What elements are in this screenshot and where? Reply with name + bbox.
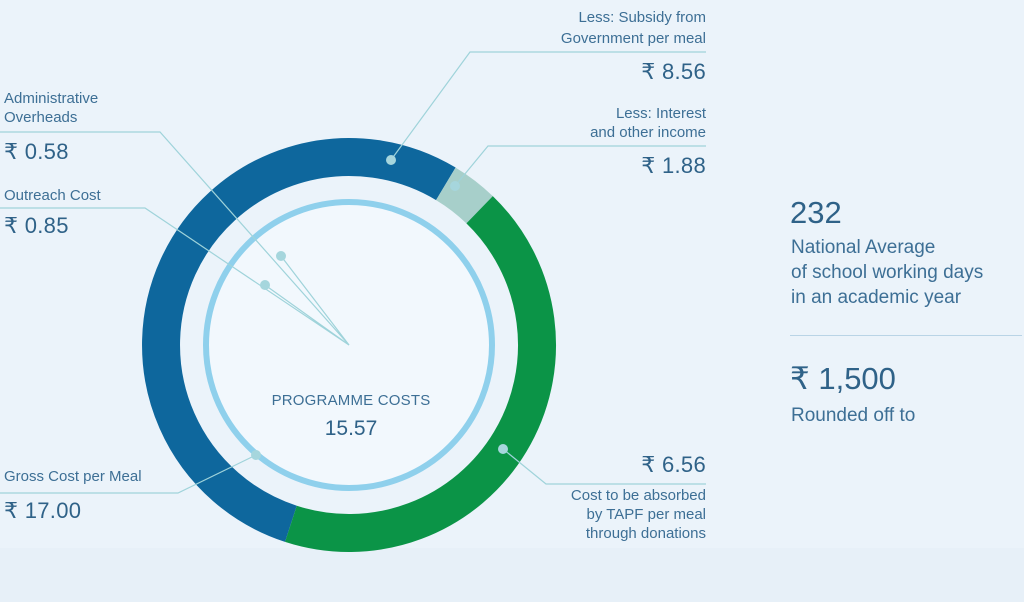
leader-interest bbox=[454, 145, 706, 187]
working-days-line1: National Average bbox=[791, 237, 936, 258]
programme-costs-title: PROGRAMME COSTS bbox=[271, 392, 431, 409]
leader-subsidy bbox=[390, 51, 706, 161]
annual-cost-value: ₹ 1,500 bbox=[790, 361, 896, 396]
interest-value: ₹ 1.88 bbox=[641, 153, 706, 178]
gross-value: ₹ 17.00 bbox=[4, 498, 82, 523]
dot-gross bbox=[251, 450, 261, 460]
tapf-label-line3: through donations bbox=[585, 525, 706, 542]
admin-value: ₹ 0.58 bbox=[4, 139, 69, 164]
tapf-label-line1: Cost to be absorbed bbox=[570, 487, 706, 504]
dot-admin bbox=[276, 251, 286, 261]
leader-gross bbox=[0, 454, 257, 494]
working-days-value: 232 bbox=[790, 195, 842, 230]
leader-admin bbox=[0, 131, 350, 346]
admin-label-line2: Overheads bbox=[4, 109, 78, 126]
outreach-label: Outreach Cost bbox=[4, 187, 101, 204]
subsidy-label-line2: Government per meal bbox=[560, 30, 706, 47]
segment-subsidy bbox=[142, 138, 456, 542]
tapf-value: ₹ 6.56 bbox=[641, 452, 706, 477]
stats-divider bbox=[790, 335, 1022, 336]
subsidy-label-line1: Less: Subsidy from bbox=[578, 9, 706, 26]
tapf-label-line2: by TAPF per meal bbox=[586, 506, 707, 523]
interest-label-line1: Less: Interest bbox=[615, 105, 706, 122]
gross-label: Gross Cost per Meal bbox=[4, 468, 142, 485]
subsidy-value: ₹ 8.56 bbox=[641, 59, 706, 84]
programme-costs-value: 15.57 bbox=[324, 417, 378, 440]
outreach-value: ₹ 0.85 bbox=[4, 213, 69, 238]
inner-ring bbox=[203, 199, 495, 491]
working-days-line2: of school working days bbox=[791, 262, 984, 283]
dot-subsidy bbox=[386, 155, 396, 165]
admin-label-line1: Administrative bbox=[4, 90, 99, 107]
leader-outreach bbox=[0, 207, 350, 346]
interest-label-line2: and other income bbox=[590, 124, 706, 141]
working-days-line3: in an academic year bbox=[791, 287, 962, 308]
leader-tapf bbox=[502, 448, 706, 485]
annual-cost-label: Rounded off to bbox=[791, 405, 916, 426]
dot-tapf bbox=[498, 444, 508, 454]
dot-interest bbox=[450, 181, 460, 191]
segment-tapf bbox=[285, 196, 556, 552]
bottom-strip bbox=[0, 548, 1024, 602]
segment-interest bbox=[435, 167, 493, 224]
dot-outreach bbox=[260, 280, 270, 290]
